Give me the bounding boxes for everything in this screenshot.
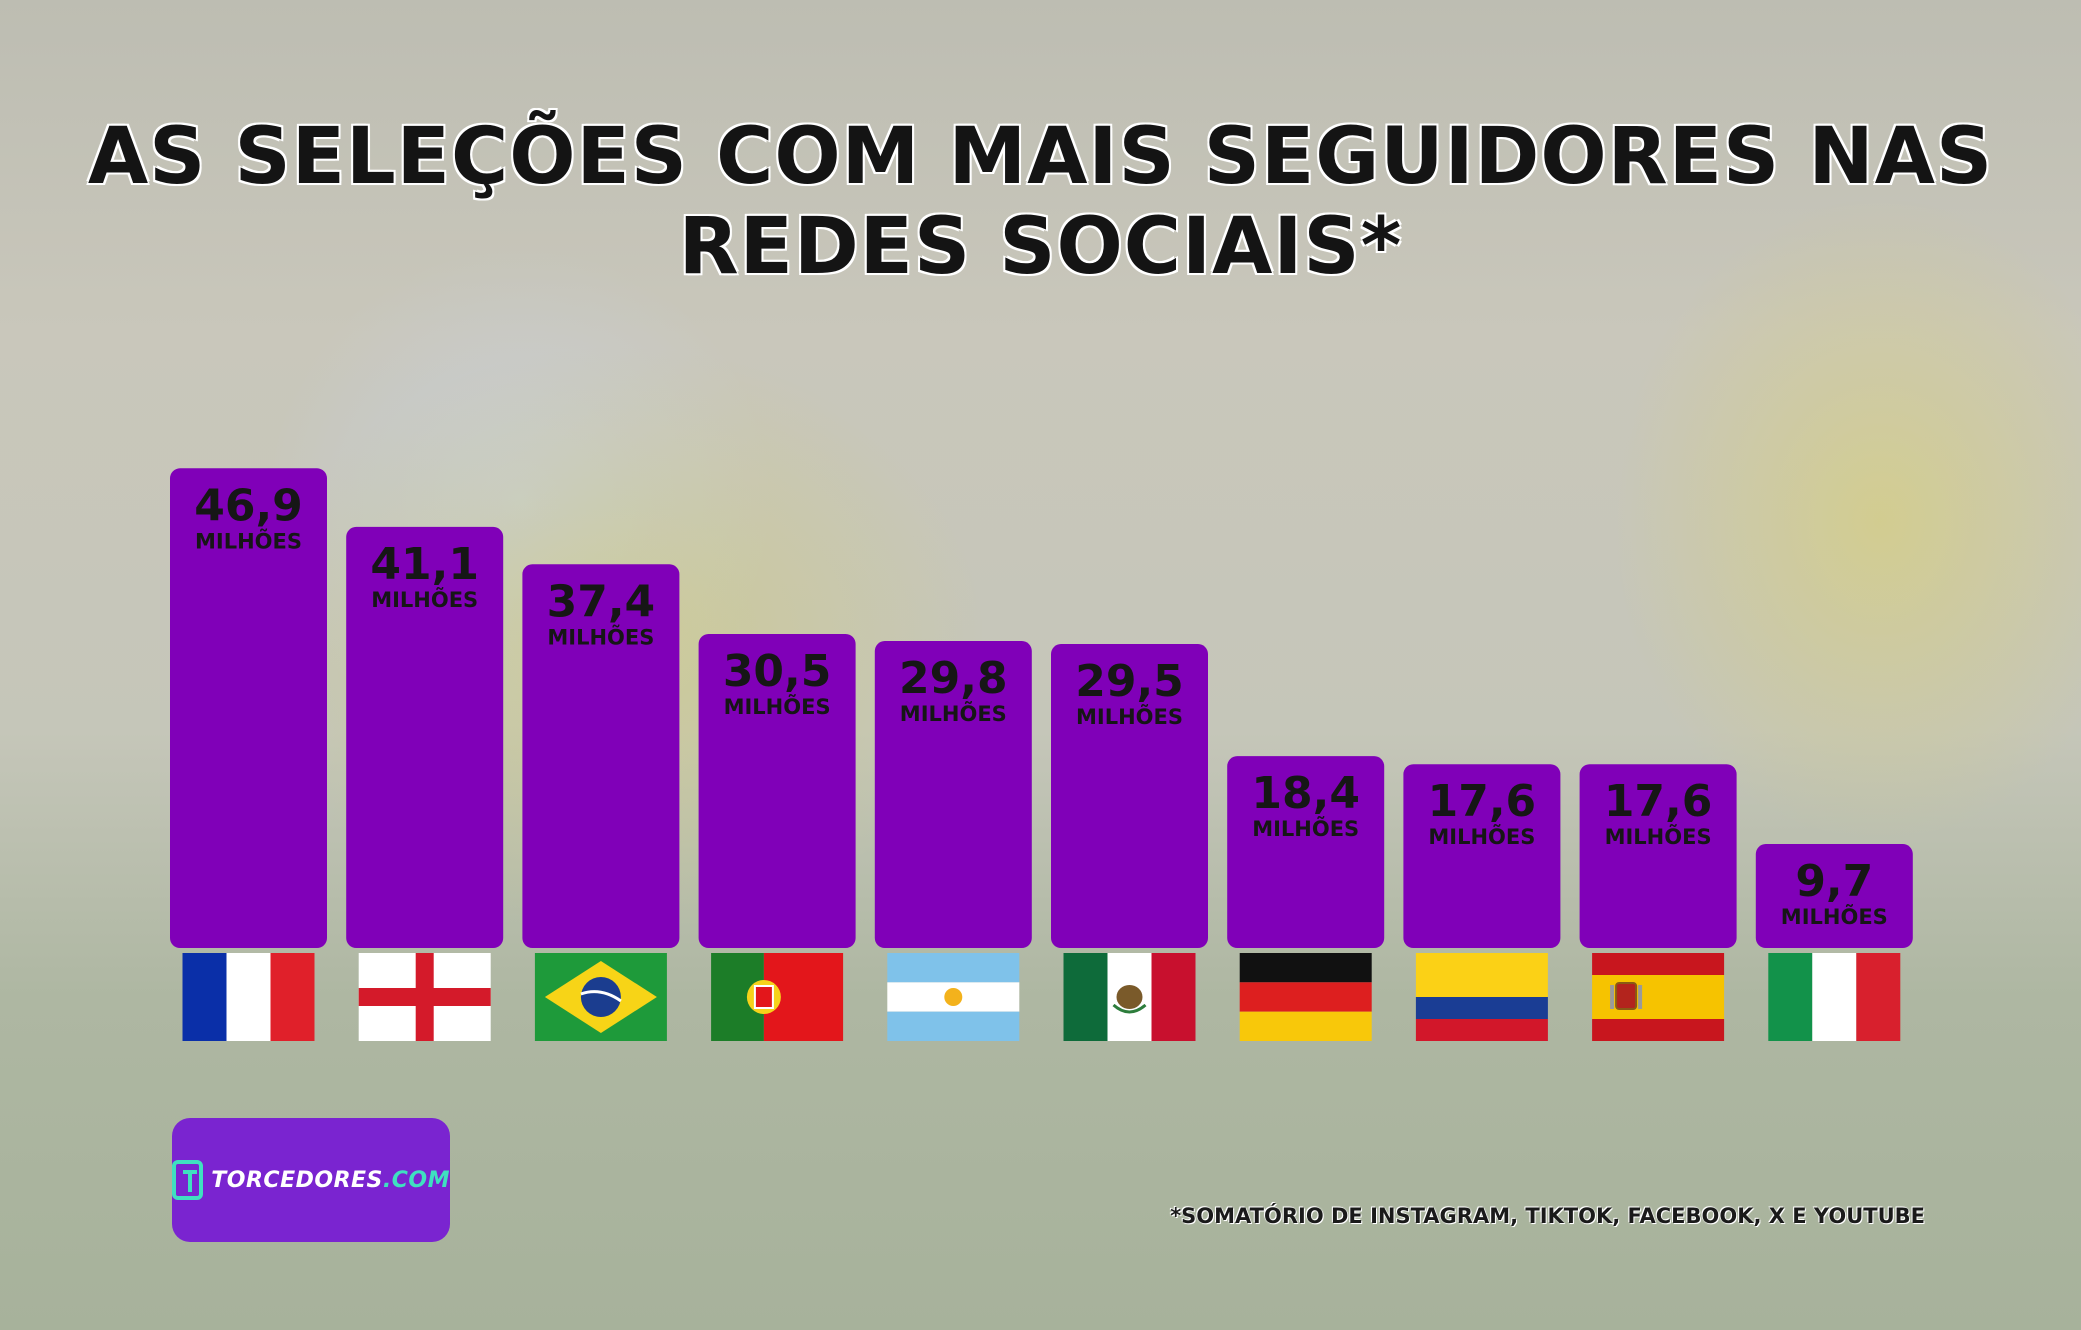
france-flag-icon xyxy=(182,953,315,1041)
bar-unit-label: MILHÕES xyxy=(1252,816,1359,841)
bar-value-label: 9,7 xyxy=(1795,856,1873,907)
england-flag-icon xyxy=(358,953,491,1041)
logo-mark-icon xyxy=(172,1160,204,1200)
bar-unit-label: MILHÕES xyxy=(1781,904,1888,929)
bar-unit-label: MILHÕES xyxy=(1076,704,1183,729)
portugal-flag-icon xyxy=(711,953,844,1041)
bar-value-label: 30,5 xyxy=(723,646,832,697)
italy-flag-icon xyxy=(1768,953,1901,1041)
bar-unit-label: MILHÕES xyxy=(900,701,1007,726)
bar-value-label: 18,4 xyxy=(1251,768,1360,819)
colombia-flag-icon xyxy=(1415,953,1548,1041)
logo-suffix: .COM xyxy=(382,1167,450,1193)
logo-name: TORCEDORES xyxy=(211,1167,383,1193)
bar-unit-label: MILHÕES xyxy=(547,624,654,649)
germany-flag-icon xyxy=(1239,953,1372,1041)
bar-england xyxy=(346,526,504,948)
bar-value-label: 17,6 xyxy=(1428,776,1537,827)
torcedores-logo[interactable]: TORCEDORES.COM xyxy=(172,1118,450,1242)
mexico-flag-icon xyxy=(1063,953,1196,1041)
bar-unit-label: MILHÕES xyxy=(1428,824,1535,849)
bar-unit-label: MILHÕES xyxy=(371,587,478,612)
brazil-flag-icon xyxy=(534,953,667,1041)
bar-portugal xyxy=(698,633,856,948)
chart-title-line-2: REDES SOCIAIS* xyxy=(678,202,1403,292)
argentina-flag-icon xyxy=(887,953,1020,1041)
bar-germany xyxy=(1227,756,1385,948)
chart-title-line-1: AS SELEÇÕES COM MAIS SEGUIDORES NAS xyxy=(87,112,1994,202)
bar-argentina xyxy=(874,641,1032,948)
footnote: *SOMATÓRIO DE INSTAGRAM, TIKTOK, FACEBOO… xyxy=(1170,1204,1925,1228)
bar-brazil xyxy=(522,564,680,948)
bar-value-label: 29,5 xyxy=(1075,656,1184,707)
bar-value-label: 41,1 xyxy=(370,539,479,590)
bar-italy xyxy=(1755,844,1913,948)
bar-mexico xyxy=(1051,644,1208,948)
bar-spain xyxy=(1579,764,1737,948)
logo-text: TORCEDORES.COM xyxy=(211,1168,450,1193)
bar-unit-label: MILHÕES xyxy=(1605,824,1712,849)
bar-value-label: 46,9 xyxy=(194,480,303,531)
bar-france xyxy=(170,468,327,948)
bar-value-label: 37,4 xyxy=(547,576,656,627)
bar-unit-label: MILHÕES xyxy=(724,694,831,719)
bar-value-label: 17,6 xyxy=(1604,776,1713,827)
bar-value-label: 29,8 xyxy=(899,653,1008,704)
bar-unit-label: MILHÕES xyxy=(195,528,302,553)
bar-colombia xyxy=(1403,764,1561,948)
chart-title: AS SELEÇÕES COM MAIS SEGUIDORES NAS REDE… xyxy=(0,112,2081,292)
spain-flag-icon xyxy=(1592,953,1725,1041)
